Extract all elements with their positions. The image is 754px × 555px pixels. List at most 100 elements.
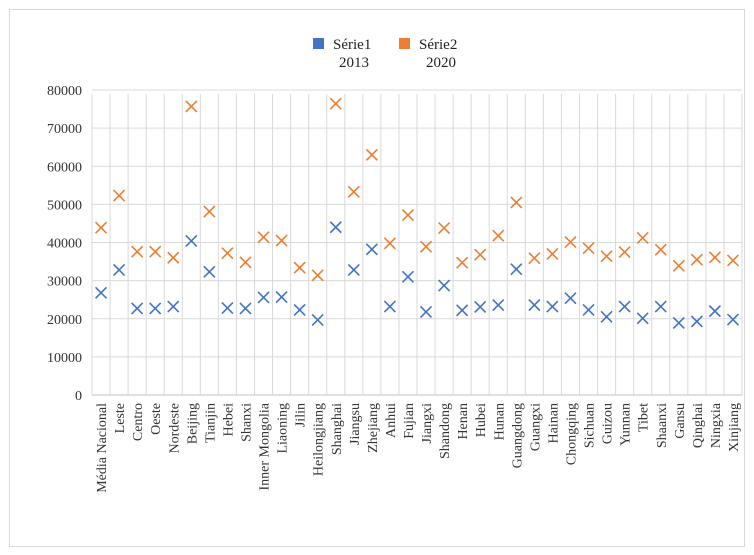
series2-point [239,256,252,269]
series1-point [221,302,234,315]
series2-point [419,240,433,253]
series2-point [690,253,703,266]
series1-point [456,304,469,317]
gridlines [91,89,743,396]
x-tick-label: Yunnan [619,403,634,446]
series1-point [492,298,505,312]
x-tick-label: Fujian [402,403,417,439]
series1-point [94,286,108,299]
x-tick-label: Liaoning [276,403,291,454]
series2-point [275,234,288,247]
series1-point [401,270,415,283]
series1-point [708,305,721,318]
series2-point [708,251,721,264]
x-tick-label: Hunan [492,403,507,440]
x-tick-label: Hubei [474,403,489,437]
series2-point [167,251,180,264]
series2-point [131,245,144,258]
series2-point [329,97,342,110]
series1-point [600,310,613,323]
series2-point [365,148,378,161]
y-tick-label: 50000 [47,198,82,213]
series2-point [474,248,487,261]
x-tick-label: Gansu [673,403,688,439]
series2-point [654,243,667,256]
series2-point [347,185,360,198]
series2-point [546,247,559,261]
x-tick-label: Leste [113,403,128,433]
series1-point [329,221,342,234]
series1-point [185,234,198,248]
series1-point [149,302,162,315]
series2-point [438,221,451,235]
series1-point [257,291,270,304]
series1-point [275,290,288,304]
legend-sublabel-series1: 2013 [339,55,369,71]
series1-point [203,265,216,278]
series1-point [113,263,126,277]
series2-point [401,208,415,222]
series2-point [185,100,198,113]
y-tick-label: 80000 [47,84,82,99]
series2-point [672,259,685,272]
y-axis: 0 10000 20000 30000 40000 50000 60000 70000 8000… [47,84,82,404]
x-tick-label: Chongqing [564,403,579,465]
series2-point [257,231,270,244]
x-axis: Média Nacional Leste Centro Oeste Nordeste Be… [95,402,742,493]
x-tick-label: Heilongjiang [312,403,327,476]
series1-point [528,298,541,312]
series2-point [618,245,631,259]
y-tick-label: 0 [75,389,82,404]
x-tick-label: Jiangsu [348,403,363,445]
series1-point [167,300,180,313]
series2-point [456,256,469,269]
series1-point [474,300,487,313]
series1-point [690,315,703,328]
x-tick-label: Qinghai [691,403,706,448]
series1-point [131,302,144,315]
series1-point [726,313,740,326]
series2-point [492,229,505,242]
y-tick-label: 40000 [47,237,82,252]
x-tick-label: Guizou [601,403,616,444]
series1-point [311,313,324,326]
x-tick-label: Oeste [149,403,164,435]
series2-point [293,261,306,274]
x-tick-label: Hainan [546,403,561,443]
legend-sublabel-series2: 2020 [426,55,456,71]
x-tick-label: Tibet [637,403,652,432]
x-tick-label: Hebei [221,403,236,437]
x-tick-label: Jilin [294,403,309,427]
x-tick-label: Inner Mongolia [258,402,273,490]
series2-point [726,254,740,267]
series2-point [311,269,324,282]
y-tick-label: 20000 [47,313,82,328]
x-tick-label: Shaanxi [655,403,670,448]
series1-point [510,263,523,276]
x-tick-label: Henan [456,403,471,440]
x-tick-label: Tianjin [203,403,218,443]
x-tick-label: Média Nacional [95,403,110,493]
series1-point [564,292,577,305]
legend-swatch-series1 [313,38,324,49]
series2-point [94,221,108,234]
series2-point [528,252,541,265]
series1-point [636,312,649,325]
series1-point [582,303,595,317]
x-tick-label: Guangxi [528,403,543,451]
series2-point [203,205,216,218]
chart-frame: Série1 2013 Série2 2020 0 10000 20000 30000… [9,9,745,547]
x-tick-label: Xinjiang [727,403,742,452]
x-tick-label: Beijing [185,403,200,444]
legend: Série1 2013 Série2 2020 [313,37,457,71]
x-tick-label: Centro [131,403,146,441]
x-tick-label: Shandong [438,403,453,459]
scatter-chart: Série1 2013 Série2 2020 0 10000 20000 30000… [47,37,743,493]
series1-point [383,300,396,313]
series1-point [672,316,685,330]
x-tick-label: Zhejiang [366,403,381,453]
series2-point [510,196,523,209]
y-tick-label: 10000 [47,351,82,366]
x-tick-label: Anhui [384,403,399,438]
series1-point [438,279,451,292]
